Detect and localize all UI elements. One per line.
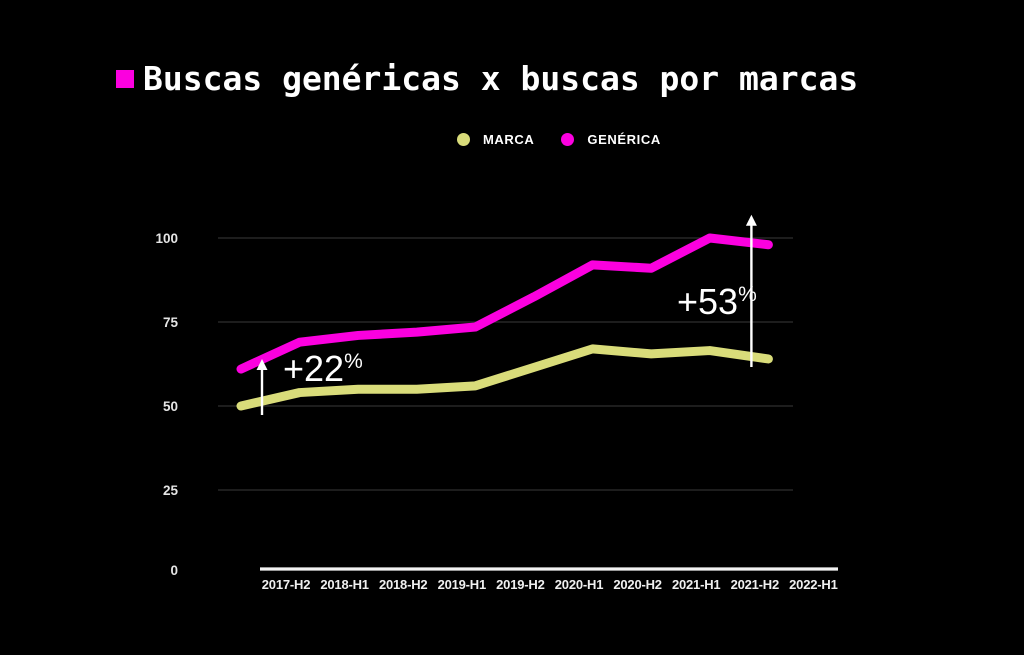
x-tick-label-2019-H2: 2019-H2 <box>496 577 544 592</box>
y-tick-label-50: 50 <box>163 399 178 414</box>
x-tick-label-2021-H2: 2021-H2 <box>731 577 779 592</box>
x-tick-label-2018-H1: 2018-H1 <box>320 577 368 592</box>
legend-item-marca: MARCA <box>457 132 534 147</box>
y-tick-label-0: 0 <box>170 563 178 578</box>
annotation-arrowhead-icon-1 <box>256 359 268 371</box>
x-tick-label-2020-H2: 2020-H2 <box>613 577 661 592</box>
x-tick-label-2017-H2: 2017-H2 <box>262 577 310 592</box>
title-row: Buscas genéricas x buscas por marcas <box>116 60 858 98</box>
x-tick-label-2018-H2: 2018-H2 <box>379 577 427 592</box>
y-tick-label-25: 25 <box>163 483 179 498</box>
annotation-label-2: +53% <box>677 281 757 322</box>
x-tick-label-2020-H1: 2020-H1 <box>555 577 603 592</box>
title-marker-icon <box>116 70 134 88</box>
y-tick-label-100: 100 <box>155 231 178 246</box>
chart-legend: MARCA GENÉRICA <box>457 132 661 147</box>
series-line-marca <box>236 344 773 411</box>
annotation-arrowhead-icon-2 <box>745 214 757 226</box>
annotation-label-1: +22% <box>283 348 363 389</box>
legend-label-marca: MARCA <box>483 132 535 147</box>
legend-item-generica: GENÉRICA <box>561 132 660 147</box>
legend-label-generica: GENÉRICA <box>587 132 661 147</box>
page-title: Buscas genéricas x buscas por marcas <box>143 59 859 98</box>
marca-dot-icon <box>457 133 470 146</box>
x-tick-label-2022-H1: 2022-H1 <box>789 577 837 592</box>
x-tick-label-2019-H1: 2019-H1 <box>438 577 486 592</box>
x-tick-label-2021-H1: 2021-H1 <box>672 577 720 592</box>
generica-dot-icon <box>561 133 575 146</box>
y-tick-label-75: 75 <box>163 315 179 330</box>
series-line-genérica <box>236 233 773 374</box>
